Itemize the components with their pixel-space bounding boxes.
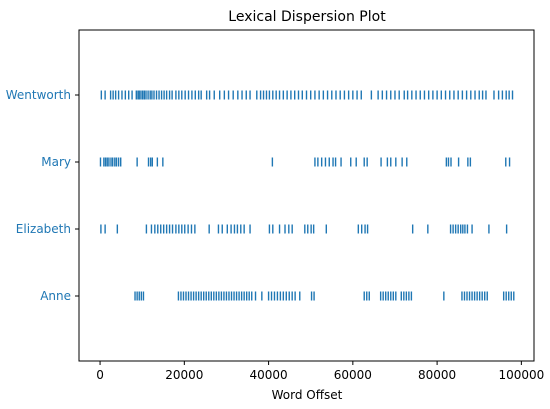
series-anne [134, 291, 515, 301]
x-tick-label: 80000 [418, 368, 456, 382]
x-tick-label: 20000 [165, 368, 203, 382]
x-axis: 0 20000 40000 60000 80000 100000 [96, 361, 544, 382]
x-tick-label: 60000 [334, 368, 372, 382]
x-tick-label: 40000 [249, 368, 287, 382]
y-axis: Wentworth Mary Elizabeth Anne [6, 88, 79, 303]
x-axis-label: Word Offset [272, 388, 343, 402]
marks-layer [99, 90, 515, 301]
y-tick-label-wentworth: Wentworth [6, 88, 71, 102]
y-tick-label-anne: Anne [40, 289, 71, 303]
x-tick-label: 0 [96, 368, 104, 382]
y-tick-label-mary: Mary [41, 155, 71, 169]
chart-title: Lexical Dispersion Plot [228, 9, 386, 25]
plot-frame [78, 29, 535, 362]
series-elizabeth [100, 224, 508, 234]
x-tick-label: 100000 [498, 368, 544, 382]
y-tick-label-elizabeth: Elizabeth [16, 222, 71, 236]
series-wentworth [100, 90, 514, 100]
series-mary [99, 157, 511, 167]
